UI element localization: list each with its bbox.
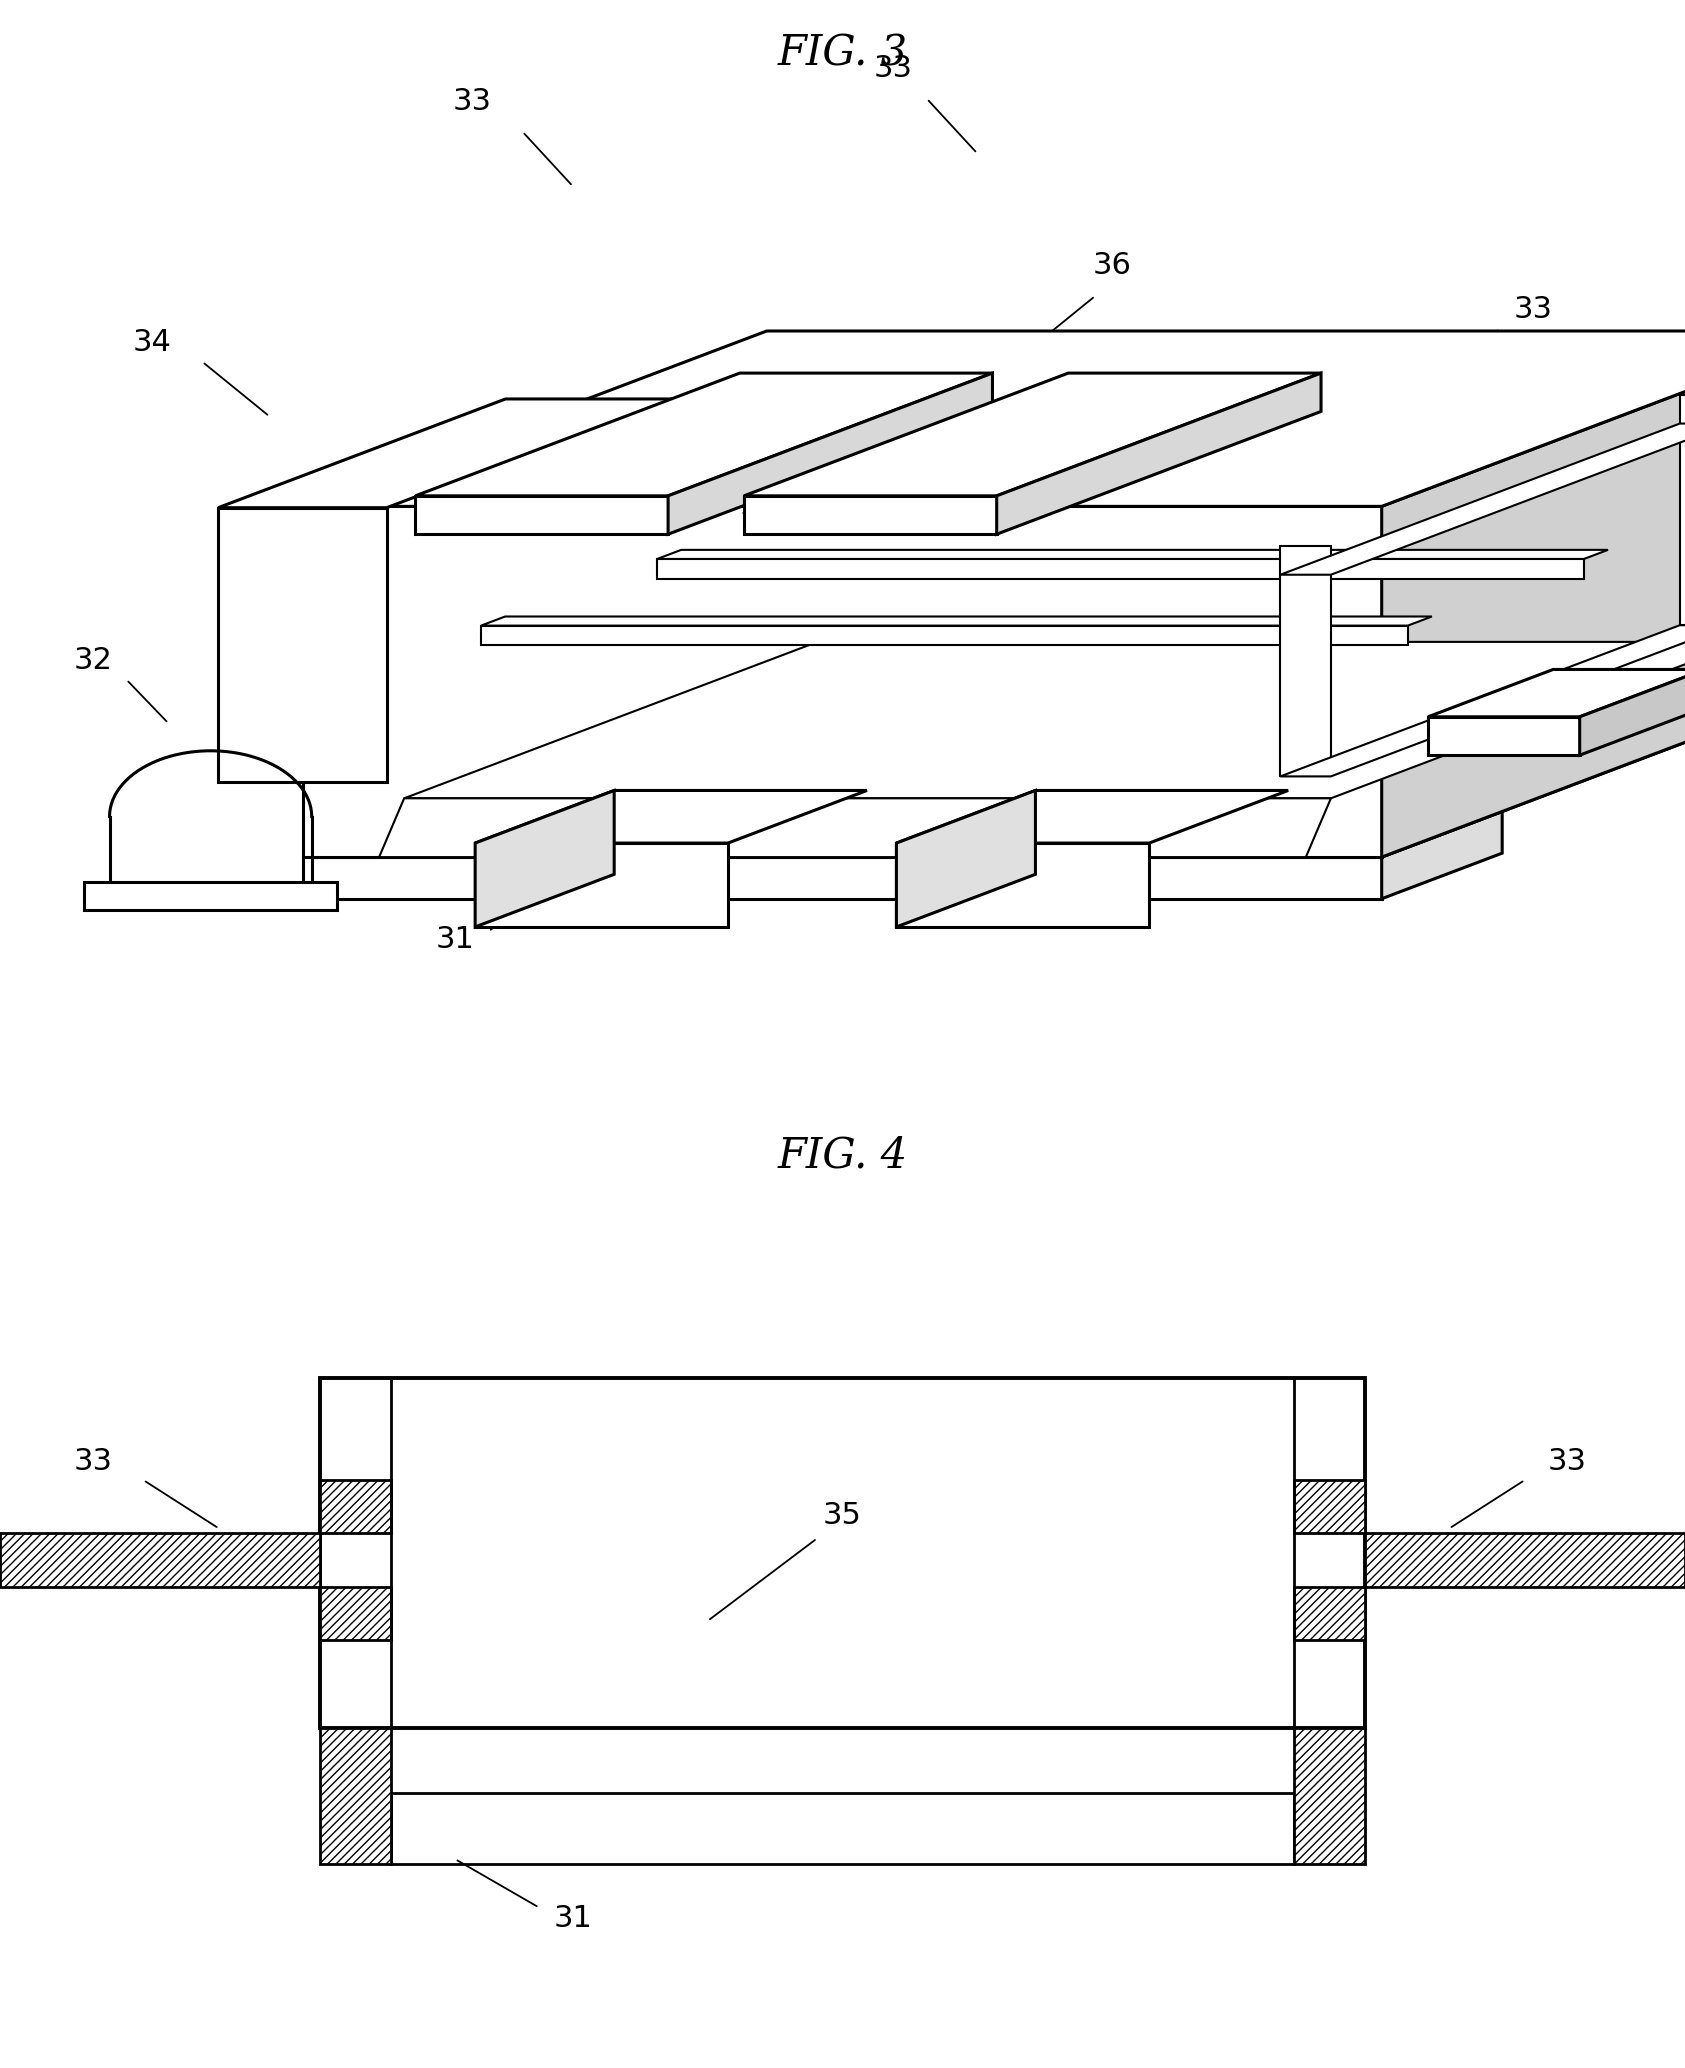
Text: 31: 31 (435, 924, 475, 953)
Text: 33: 33 (1075, 722, 1115, 751)
Polygon shape (896, 790, 1287, 844)
Polygon shape (1429, 718, 1581, 755)
Text: FIG. 3: FIG. 3 (777, 33, 908, 74)
Text: 33: 33 (1547, 1448, 1587, 1477)
Bar (1294, 1586, 1365, 1640)
Bar (1365, 1534, 1685, 1586)
Text: 33: 33 (1513, 296, 1554, 325)
Polygon shape (1281, 625, 1685, 776)
Polygon shape (219, 399, 674, 507)
Text: FIG. 4: FIG. 4 (777, 1135, 908, 1177)
Polygon shape (1281, 424, 1685, 575)
Polygon shape (996, 372, 1321, 534)
Polygon shape (303, 507, 1382, 856)
Polygon shape (1581, 670, 1685, 755)
Bar (1294, 1481, 1365, 1534)
Polygon shape (303, 682, 1685, 856)
Text: 33: 33 (873, 54, 913, 83)
Text: 33: 33 (72, 1448, 113, 1477)
Text: 32: 32 (72, 645, 113, 674)
Text: 34: 34 (131, 327, 172, 358)
Polygon shape (1281, 546, 1331, 776)
Polygon shape (303, 856, 1382, 900)
Text: 31: 31 (553, 1905, 593, 1934)
Polygon shape (415, 372, 992, 496)
Polygon shape (1680, 395, 1685, 625)
Bar (0, 1534, 320, 1586)
Polygon shape (482, 627, 1409, 645)
Polygon shape (1429, 670, 1685, 718)
Polygon shape (404, 641, 1685, 798)
Polygon shape (667, 372, 992, 534)
Polygon shape (379, 798, 1331, 856)
Text: 35: 35 (822, 1501, 863, 1530)
Polygon shape (1382, 811, 1503, 900)
Polygon shape (657, 550, 1607, 558)
Polygon shape (303, 331, 1685, 507)
Text: 33: 33 (452, 87, 492, 116)
Text: 35: 35 (772, 416, 812, 445)
Polygon shape (896, 790, 1035, 926)
Polygon shape (475, 790, 613, 926)
Polygon shape (896, 844, 1149, 926)
Polygon shape (219, 507, 386, 782)
Polygon shape (657, 558, 1584, 579)
Bar (320, 1377, 1365, 1729)
Polygon shape (475, 844, 728, 926)
Polygon shape (1382, 331, 1685, 856)
Polygon shape (745, 372, 1321, 496)
Bar (1294, 1729, 1365, 1863)
Polygon shape (745, 496, 996, 534)
Polygon shape (84, 883, 337, 910)
Polygon shape (482, 616, 1432, 627)
Polygon shape (303, 811, 1503, 856)
Bar (320, 1729, 391, 1863)
Bar (391, 1793, 1294, 1863)
Bar (320, 1586, 391, 1640)
Polygon shape (415, 496, 667, 534)
Text: 36: 36 (1092, 250, 1132, 279)
Polygon shape (475, 790, 866, 844)
Bar (320, 1481, 391, 1534)
